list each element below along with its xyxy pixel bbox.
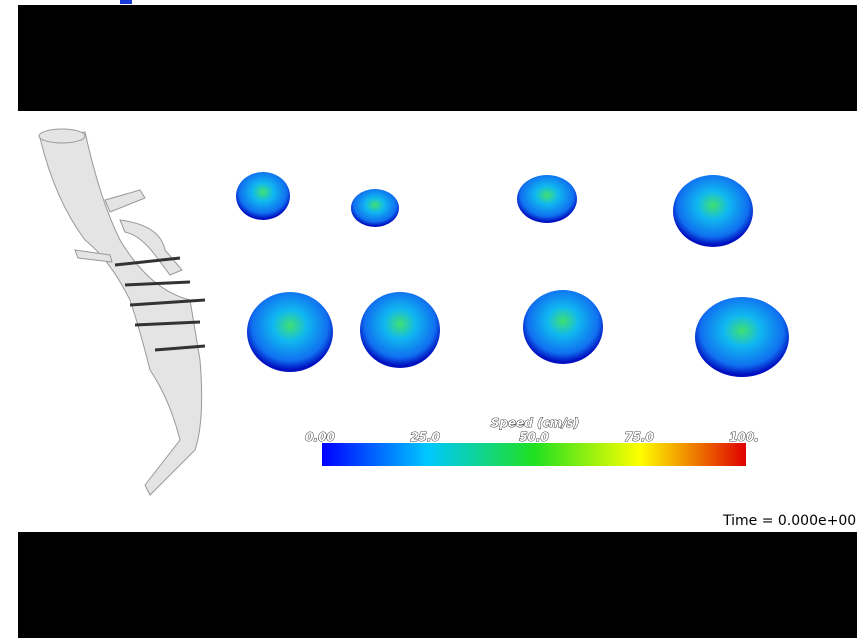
colorbar-label: 75.0	[624, 430, 654, 444]
video-frame: Speed (cm/s) 0.00 25.0 50.0 75.0 100. Ti…	[0, 0, 857, 638]
colorbar-title: Speed (cm/s)	[491, 416, 579, 430]
vessel	[39, 129, 205, 495]
colorbar-label: 0.00	[305, 430, 335, 444]
link-fragment	[120, 0, 132, 4]
page: Speed (cm/s) 0.00 25.0 50.0 75.0 100. Ti…	[0, 0, 857, 638]
bottom-band	[18, 532, 857, 638]
colorbar-label: 100.	[729, 430, 759, 444]
colorbar-label: 25.0	[410, 430, 440, 444]
top-band	[18, 5, 857, 111]
colorbar-label: 50.0	[519, 430, 549, 444]
colorbar	[322, 443, 746, 466]
time-label: Time = 0.000e+00	[722, 513, 856, 529]
cross-sections	[236, 172, 789, 377]
